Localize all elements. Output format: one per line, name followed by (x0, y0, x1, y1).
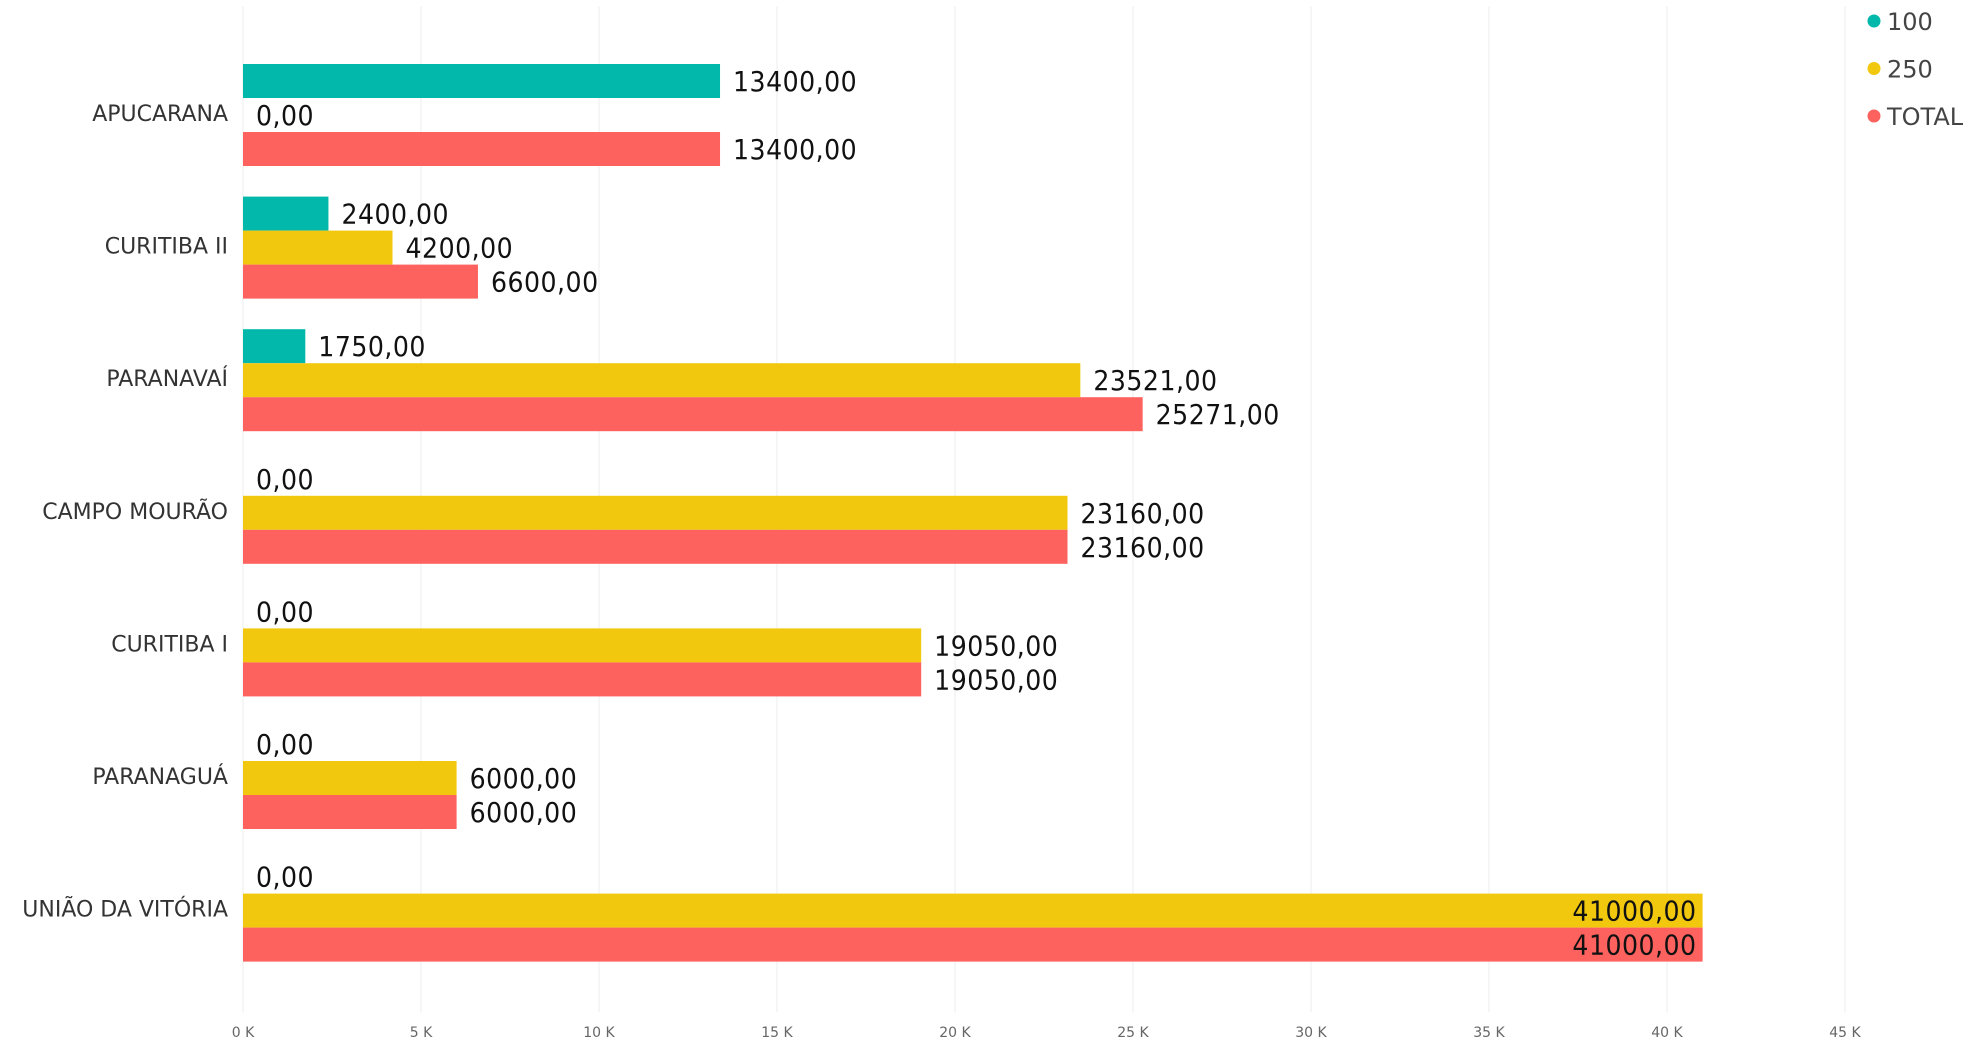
data-label: 6000,00 (470, 762, 578, 795)
bar (243, 495, 1068, 530)
y-tick-label: PARANAGUÁ (92, 764, 228, 790)
data-label: 19050,00 (934, 663, 1058, 696)
data-label: 41000,00 (1572, 929, 1696, 962)
x-tick-label: 35 K (1473, 1025, 1505, 1041)
y-tick-label: UNIÃO DA VITÓRIA (22, 896, 228, 923)
bar (243, 927, 1703, 962)
data-label: 0,00 (256, 861, 314, 894)
bar (243, 230, 393, 265)
legend-label: 250 (1887, 56, 1933, 84)
data-label: 25271,00 (1156, 398, 1280, 431)
bar (243, 132, 721, 166)
data-label: 2400,00 (341, 198, 449, 231)
x-tick-label: 45 K (1829, 1025, 1861, 1041)
bar (243, 529, 1068, 564)
y-tick-label: CURITIBA II (105, 235, 228, 260)
bar (243, 761, 457, 795)
data-label: 41000,00 (1572, 895, 1696, 928)
data-label: 6000,00 (470, 796, 578, 829)
x-tick-label: 30 K (1295, 1025, 1327, 1041)
data-label: 6600,00 (491, 266, 599, 299)
x-tick-label: 40 K (1651, 1025, 1683, 1041)
bar (243, 397, 1143, 432)
x-tick-label: 10 K (583, 1025, 615, 1041)
bar (243, 196, 329, 231)
y-tick-label: CAMPO MOURÃO (42, 498, 228, 525)
data-label: 23160,00 (1080, 531, 1204, 564)
x-tick-label: 25 K (1117, 1025, 1149, 1041)
data-label: 19050,00 (934, 629, 1058, 662)
bar (243, 662, 922, 697)
x-tick-label: 15 K (761, 1025, 793, 1041)
data-label: 1750,00 (318, 330, 426, 363)
data-label: 0,00 (256, 463, 314, 496)
data-label: 4200,00 (406, 232, 514, 265)
data-label: 0,00 (256, 99, 314, 132)
bar (243, 329, 306, 364)
bar (243, 795, 457, 829)
data-label: 0,00 (256, 595, 314, 628)
data-label: 0,00 (256, 728, 314, 761)
bar (243, 363, 1081, 398)
legend-label: 100 (1887, 8, 1933, 36)
legend-marker (1867, 14, 1881, 28)
bar (243, 64, 721, 98)
bar (243, 264, 478, 299)
legend-marker (1867, 62, 1881, 75)
bar (243, 628, 922, 663)
y-tick-label: APUCARANA (92, 102, 228, 127)
legend-label: TOTAL (1886, 103, 1964, 131)
x-tick-label: 20 K (939, 1025, 971, 1041)
data-label: 23160,00 (1080, 497, 1204, 530)
legend-marker (1867, 109, 1881, 123)
x-tick-label: 5 K (410, 1025, 433, 1041)
x-tick-label: 0 K (232, 1025, 255, 1041)
y-tick-label: CURITIBA I (111, 632, 228, 657)
data-label: 13400,00 (733, 65, 857, 98)
data-label: 13400,00 (733, 133, 857, 166)
data-label: 23521,00 (1093, 364, 1217, 397)
y-tick-label: PARANAVAÍ (106, 366, 228, 392)
bar (243, 893, 1703, 928)
